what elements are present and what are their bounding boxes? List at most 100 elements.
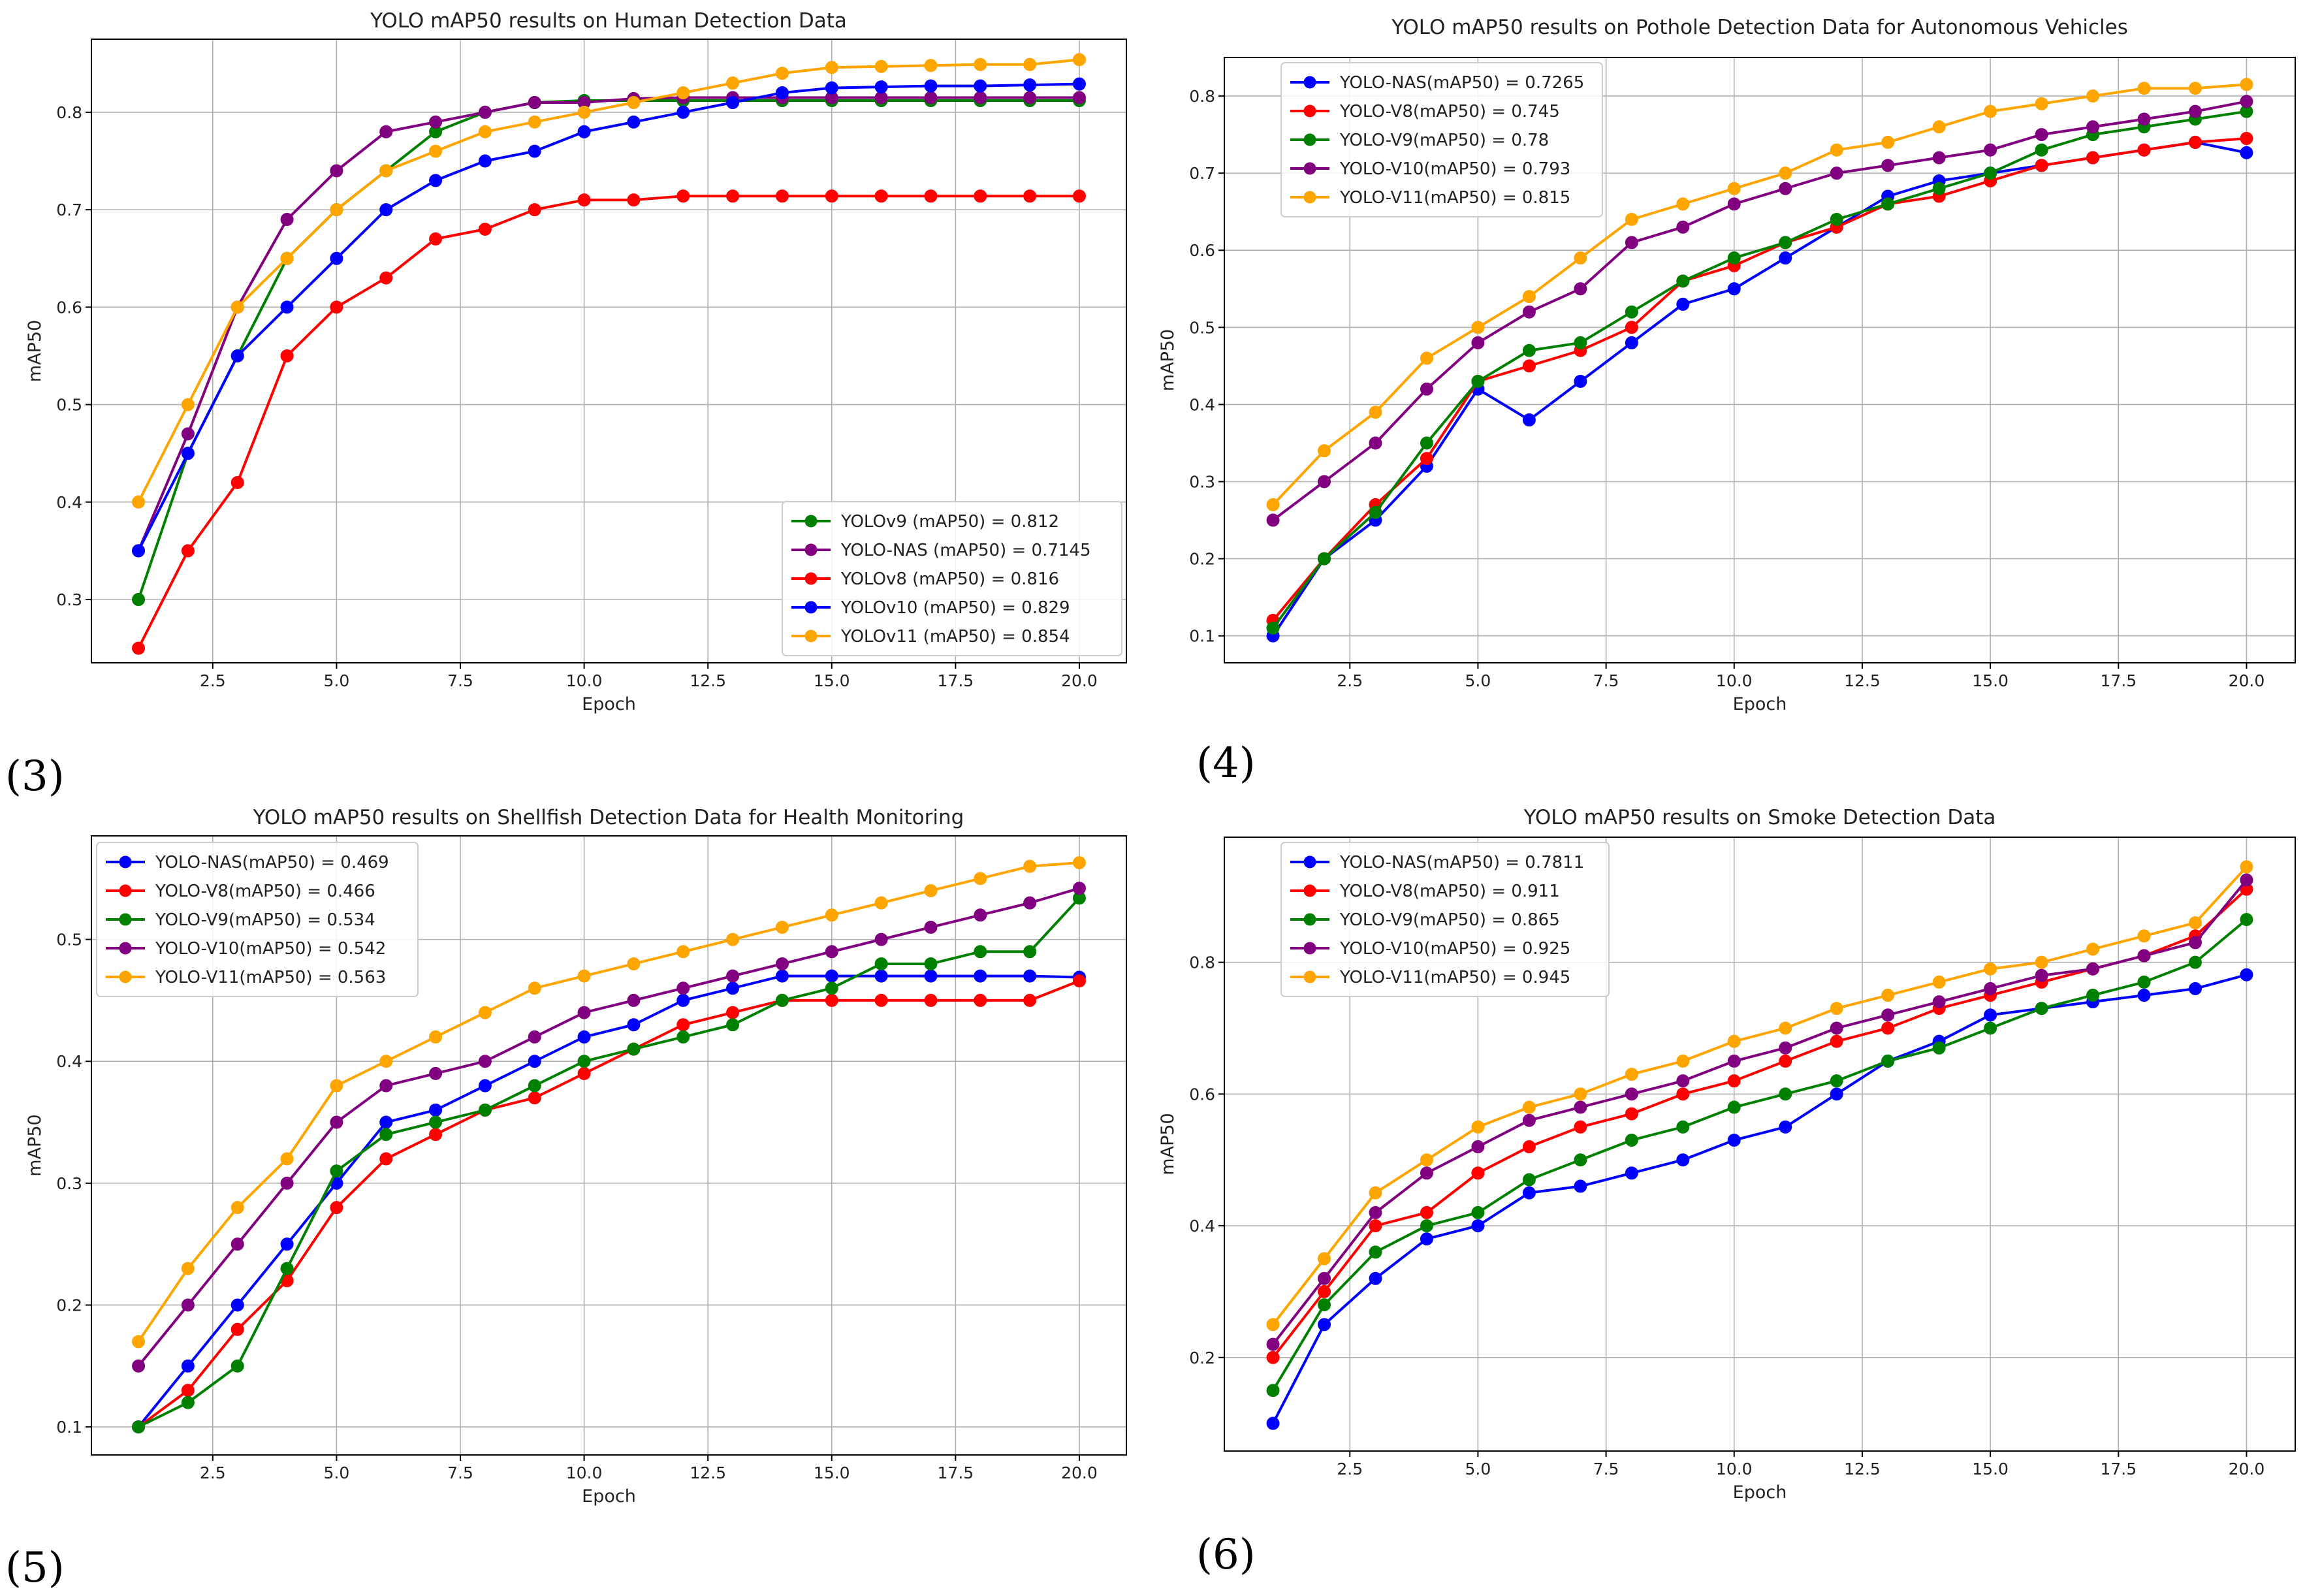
data-point bbox=[2188, 135, 2202, 149]
data-point bbox=[775, 67, 789, 80]
legend-swatch-marker bbox=[1303, 76, 1316, 89]
y-tick-label: 0.3 bbox=[56, 590, 82, 609]
data-point bbox=[1420, 351, 1433, 365]
data-point bbox=[2086, 942, 2100, 956]
data-point bbox=[974, 91, 987, 104]
data-point bbox=[2137, 929, 2151, 943]
data-point bbox=[379, 271, 393, 285]
data-point bbox=[874, 896, 888, 910]
legend-box bbox=[782, 501, 1122, 656]
data-point bbox=[1471, 1166, 1485, 1180]
data-point bbox=[874, 189, 888, 203]
data-point bbox=[1266, 621, 1280, 635]
data-point bbox=[1266, 1350, 1280, 1364]
data-point bbox=[1266, 498, 1280, 511]
x-tick-label: 20.0 bbox=[1061, 1463, 1098, 1482]
chart-title: YOLO mAP50 results on Smoke Detection Da… bbox=[1523, 806, 1996, 829]
data-point bbox=[1727, 1074, 1741, 1088]
legend-entry: YOLO-NAS (mAP50) = 0.7145 bbox=[840, 541, 1091, 560]
data-point bbox=[1574, 1100, 1587, 1114]
x-axis-label: Epoch bbox=[1733, 1482, 1787, 1503]
data-point bbox=[280, 251, 294, 265]
y-tick-label: 0.5 bbox=[1189, 318, 1215, 337]
series-line-5 bbox=[137, 58, 1080, 503]
data-point bbox=[330, 1079, 343, 1093]
data-point bbox=[478, 1079, 492, 1093]
data-point bbox=[1881, 1021, 1895, 1035]
data-point bbox=[924, 884, 938, 897]
x-tick-label: 2.5 bbox=[1337, 671, 1363, 690]
data-point bbox=[1830, 143, 1843, 157]
y-tick-label: 0.8 bbox=[1189, 87, 1215, 106]
data-point bbox=[1676, 297, 1690, 311]
data-point bbox=[1830, 167, 1843, 180]
panel-label: (6) bbox=[1196, 1531, 1256, 1579]
data-point bbox=[1932, 1041, 1946, 1055]
y-tick-label: 0.8 bbox=[56, 103, 82, 122]
panel-label: (3) bbox=[5, 752, 65, 801]
series-line-3 bbox=[137, 195, 1079, 649]
y-tick-label: 0.4 bbox=[1189, 395, 1215, 414]
legend-entry: YOLO-V10(mAP50) = 0.542 bbox=[155, 939, 386, 959]
data-point bbox=[230, 1201, 244, 1215]
data-point bbox=[1072, 91, 1086, 104]
data-point bbox=[1574, 1120, 1587, 1134]
x-tick-label: 5.0 bbox=[1465, 1460, 1491, 1478]
data-point bbox=[676, 993, 690, 1007]
data-point bbox=[1932, 151, 1946, 165]
data-point bbox=[1023, 78, 1037, 92]
data-point bbox=[429, 115, 443, 129]
data-point bbox=[181, 1396, 195, 1409]
y-tick-label: 0.8 bbox=[1189, 953, 1215, 972]
data-point bbox=[1727, 1034, 1741, 1048]
data-point bbox=[577, 1066, 591, 1080]
data-point bbox=[1072, 974, 1086, 988]
data-point bbox=[1420, 382, 1433, 396]
series-line-5 bbox=[1272, 83, 2247, 506]
data-point bbox=[726, 76, 740, 90]
data-point bbox=[1420, 1232, 1433, 1246]
y-tick-label: 0.4 bbox=[56, 493, 82, 512]
data-point bbox=[230, 1322, 244, 1336]
data-point bbox=[2188, 936, 2202, 950]
data-point bbox=[2240, 968, 2253, 982]
data-point bbox=[1830, 1034, 1843, 1048]
data-point bbox=[132, 495, 146, 509]
data-point bbox=[1727, 1133, 1741, 1147]
data-point bbox=[1369, 1271, 1382, 1285]
data-point bbox=[874, 80, 888, 94]
data-point bbox=[1625, 321, 1638, 334]
series-group bbox=[1266, 860, 2253, 1430]
data-point bbox=[1574, 374, 1587, 388]
y-tick-label: 0.4 bbox=[56, 1052, 82, 1071]
data-point bbox=[627, 115, 641, 129]
data-point bbox=[1625, 1107, 1638, 1121]
y-tick-label: 0.6 bbox=[1189, 241, 1215, 260]
data-point bbox=[2035, 1002, 2048, 1015]
data-point bbox=[1471, 374, 1485, 388]
data-point bbox=[1881, 135, 1895, 149]
series-line-1 bbox=[137, 974, 1080, 1428]
data-point bbox=[726, 1006, 740, 1019]
data-point bbox=[627, 993, 641, 1007]
data-point bbox=[874, 957, 888, 970]
data-point bbox=[1420, 452, 1433, 466]
data-point bbox=[280, 300, 294, 314]
x-tick-label: 15.0 bbox=[814, 1463, 850, 1482]
legend-swatch-marker bbox=[804, 515, 818, 528]
series-line-2 bbox=[137, 980, 1080, 1428]
y-tick-label: 0.2 bbox=[56, 1296, 82, 1315]
data-point bbox=[230, 1237, 244, 1251]
legend-entry: YOLOv11 (mAP50) = 0.854 bbox=[840, 627, 1070, 646]
data-point bbox=[429, 174, 443, 187]
data-point bbox=[1625, 1166, 1638, 1180]
y-tick-label: 0.2 bbox=[1189, 550, 1215, 569]
data-point bbox=[2086, 120, 2100, 134]
data-point bbox=[874, 59, 888, 73]
x-tick-label: 20.0 bbox=[1061, 671, 1098, 690]
series-line-4 bbox=[1271, 879, 2248, 1345]
legend-entry: YOLOv10 (mAP50) = 0.829 bbox=[840, 598, 1070, 618]
data-point bbox=[1318, 1285, 1331, 1298]
x-tick-label: 2.5 bbox=[1337, 1460, 1363, 1478]
data-point bbox=[2035, 143, 2048, 157]
